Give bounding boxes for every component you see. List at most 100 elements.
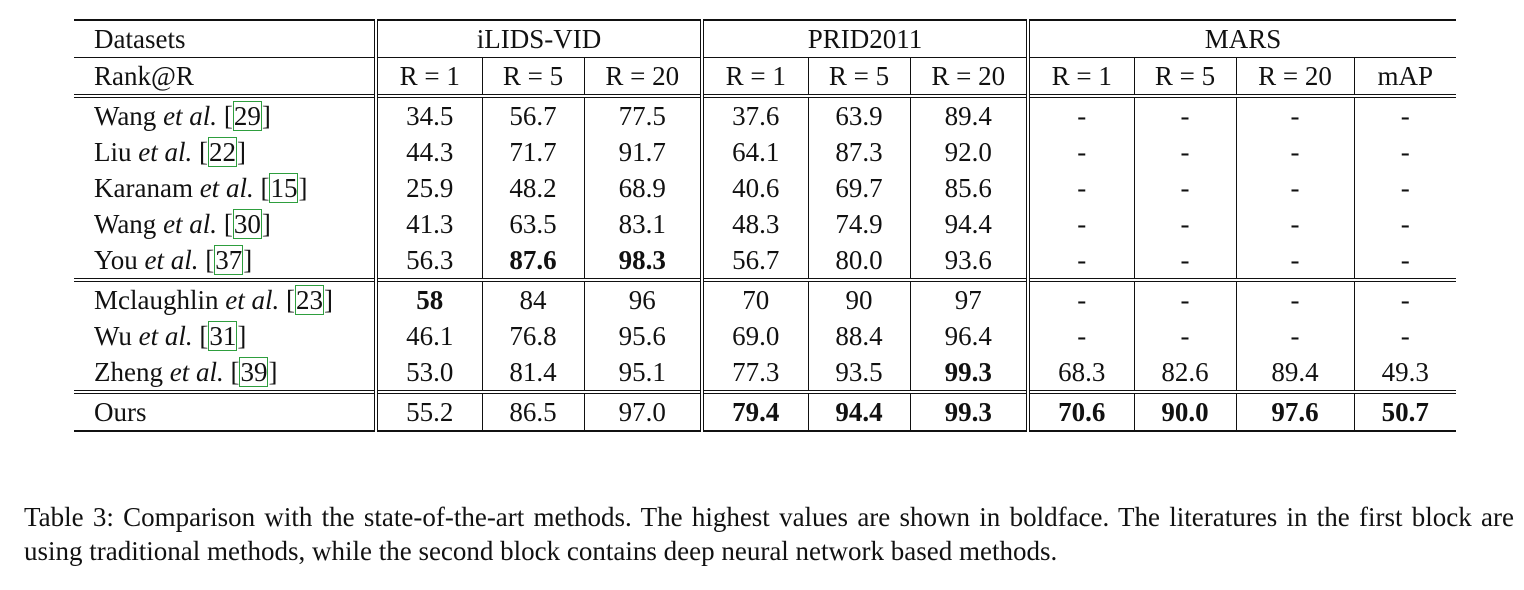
bracket-open: [	[253, 172, 270, 203]
value-cell: 94.4	[909, 206, 1029, 242]
value-cell: 63.5	[481, 206, 584, 242]
method-cell: Liu et al. [22]	[74, 134, 376, 170]
citation-link[interactable]: 23	[294, 284, 324, 315]
citation-link[interactable]: 22	[208, 136, 237, 167]
method-cell: Karanam et al. [15]	[74, 170, 376, 206]
value-cell: 81.4	[481, 354, 584, 392]
et-al: et al.	[199, 172, 254, 203]
value-cell: 76.8	[481, 318, 584, 354]
author-name: Wu	[94, 320, 139, 351]
et-al: et al.	[225, 284, 280, 315]
citation-link[interactable]: 31	[208, 320, 238, 351]
value-cell: 97.6	[1235, 390, 1355, 432]
citation-link[interactable]: 30	[232, 208, 262, 239]
value-cell: -	[1235, 278, 1355, 318]
bracket-close: ]	[323, 284, 333, 315]
bracket-open: [	[217, 100, 233, 131]
table-row: Wang et al. [29] 34.5 56.7 77.5 37.6 63.9 89.4…	[74, 94, 1457, 134]
value-cell: 64.1	[700, 134, 808, 170]
datasets-label: Datasets	[74, 19, 376, 58]
value-cell: 50.7	[1353, 390, 1457, 432]
value-cell: 74.9	[807, 206, 910, 242]
value-cell: 77.3	[700, 354, 808, 392]
value-cell: -	[1235, 318, 1355, 354]
value-cell: 68.9	[583, 170, 702, 206]
author-name: Mclaughlin	[94, 284, 226, 315]
bracket-close: ]	[268, 356, 278, 387]
value-cell: -	[1235, 206, 1355, 242]
value-cell: -	[1133, 170, 1237, 206]
value-cell: 90	[807, 278, 910, 318]
value-cell: -	[1353, 318, 1457, 354]
method-cell: Wu et al. [31]	[74, 318, 376, 354]
ours-label: Ours	[74, 390, 376, 432]
bracket-close: ]	[298, 172, 308, 203]
value-cell: -	[1353, 134, 1457, 170]
value-cell: -	[1353, 94, 1457, 134]
value-cell: -	[1133, 242, 1237, 280]
value-cell: 90.0	[1133, 390, 1237, 432]
citation-link[interactable]: 37	[214, 244, 244, 275]
value-cell: 98.3	[583, 242, 702, 280]
value-cell: 85.6	[909, 170, 1029, 206]
bracket-open: [	[223, 356, 240, 387]
value-cell: 91.7	[583, 134, 702, 170]
citation-link[interactable]: 29	[232, 100, 262, 131]
value-cell: 79.4	[700, 390, 808, 432]
column-header: R = 5	[481, 57, 584, 96]
value-cell: -	[1133, 318, 1237, 354]
value-cell: 53.0	[374, 354, 482, 392]
method-cell: Wang et al. [30]	[74, 206, 376, 242]
value-cell: 49.3	[1353, 354, 1457, 392]
table-row: Karanam et al. [15] 25.9 48.2 68.9 40.6 69.7 8…	[74, 170, 1457, 206]
value-cell: 58	[374, 278, 482, 318]
value-cell: -	[1353, 242, 1457, 280]
value-cell: 68.3	[1026, 354, 1135, 392]
author-name: Zheng	[94, 356, 170, 387]
value-cell: -	[1026, 278, 1135, 318]
et-al: et al.	[144, 244, 199, 275]
value-cell: 56.7	[700, 242, 808, 280]
column-header: R = 20	[909, 57, 1029, 96]
value-cell: 87.3	[807, 134, 910, 170]
bracket-close: ]	[237, 320, 247, 351]
value-cell: 95.1	[583, 354, 702, 392]
value-cell: 83.1	[583, 206, 702, 242]
value-cell: -	[1026, 318, 1135, 354]
value-cell: 94.4	[807, 390, 910, 432]
value-cell: 70.6	[1026, 390, 1135, 432]
bracket-close: ]	[261, 100, 271, 131]
author-name: Liu	[94, 136, 139, 167]
value-cell: 88.4	[807, 318, 910, 354]
citation-link[interactable]: 15	[269, 172, 299, 203]
value-cell: -	[1235, 94, 1355, 134]
value-cell: 99.3	[909, 390, 1029, 432]
value-cell: 40.6	[700, 170, 808, 206]
value-cell: 97	[909, 278, 1029, 318]
value-cell: -	[1026, 94, 1135, 134]
et-al: et al.	[169, 356, 224, 387]
value-cell: 96	[583, 278, 702, 318]
ours-row: Ours 55.2 86.5 97.0 79.4 94.4 99.3 70.6 90.0 97.6…	[74, 390, 1457, 432]
column-header: R = 5	[1133, 57, 1237, 96]
bracket-close: ]	[243, 244, 253, 275]
table-row: Wu et al. [31] 46.1 76.8 95.6 69.0 88.4 96.4- -…	[74, 318, 1457, 354]
column-header: R = 20	[1235, 57, 1355, 96]
value-cell: 71.7	[481, 134, 584, 170]
column-header: R = 20	[583, 57, 702, 96]
value-cell: -	[1133, 206, 1237, 242]
value-cell: 89.4	[909, 94, 1029, 134]
author-name: Karanam	[94, 172, 200, 203]
value-cell: 44.3	[374, 134, 482, 170]
value-cell: 89.4	[1235, 354, 1355, 392]
value-cell: -	[1026, 170, 1135, 206]
value-cell: 37.6	[700, 94, 808, 134]
method-cell: Mclaughlin et al. [23]	[74, 278, 376, 318]
citation-link[interactable]: 39	[239, 356, 269, 387]
value-cell: -	[1235, 170, 1355, 206]
value-cell: 70	[700, 278, 808, 318]
table-row: You et al. [37] 56.3 87.6 98.3 56.7 80.0 93.6-…	[74, 242, 1457, 280]
value-cell: 93.5	[807, 354, 910, 392]
value-cell: 34.5	[374, 94, 482, 134]
value-cell: 93.6	[909, 242, 1029, 280]
